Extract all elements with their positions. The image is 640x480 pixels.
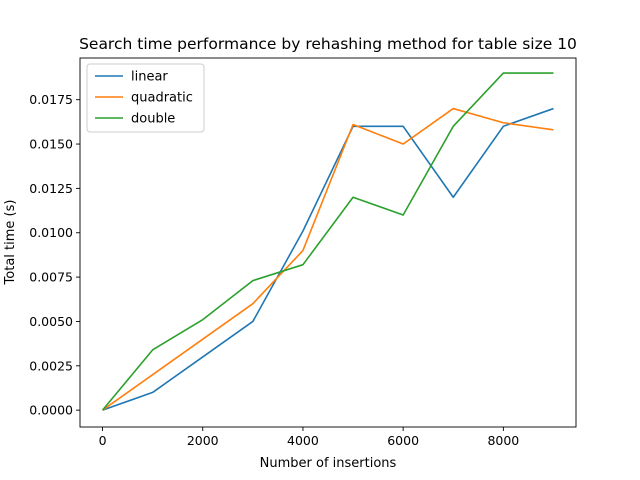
legend: linear quadratic double [86, 63, 205, 133]
series-line-quadratic [102, 107, 554, 411]
series-line-linear [102, 107, 554, 411]
x-tick-label: 2000 [187, 433, 219, 448]
y-tick-label: 0.0100 [29, 225, 73, 240]
y-tick-label: 0.0075 [29, 270, 73, 285]
x-tick-label: 4000 [287, 433, 319, 448]
axes-frame [79, 57, 577, 428]
y-tick-label: 0.0150 [29, 137, 73, 152]
legend-box [86, 63, 205, 133]
y-tick-label: 0.0000 [29, 403, 73, 418]
x-axis-title: Number of insertions [260, 456, 397, 471]
y-tick-label: 0.0175 [29, 92, 73, 107]
y-axis-title: Total time (s) [3, 200, 18, 286]
x-tick-label: 6000 [387, 433, 419, 448]
y-tick-label: 0.0050 [29, 314, 73, 329]
legend-label-quadratic: quadratic [131, 91, 193, 106]
x-tick-label: 8000 [487, 433, 519, 448]
legend-label-linear: linear [131, 70, 168, 85]
y-tick-label: 0.0025 [29, 358, 73, 373]
x-tick-label: 0 [99, 433, 107, 448]
legend-label-double: double [131, 112, 175, 127]
plot-area: 0 2000 4000 6000 8000 0.0000 0.0025 0.0050 0.007… [29, 57, 577, 448]
chart-title: Search time performance by rehashing met… [79, 35, 577, 53]
y-tick-label: 0.0125 [29, 181, 73, 196]
series-line-double [101, 72, 554, 411]
